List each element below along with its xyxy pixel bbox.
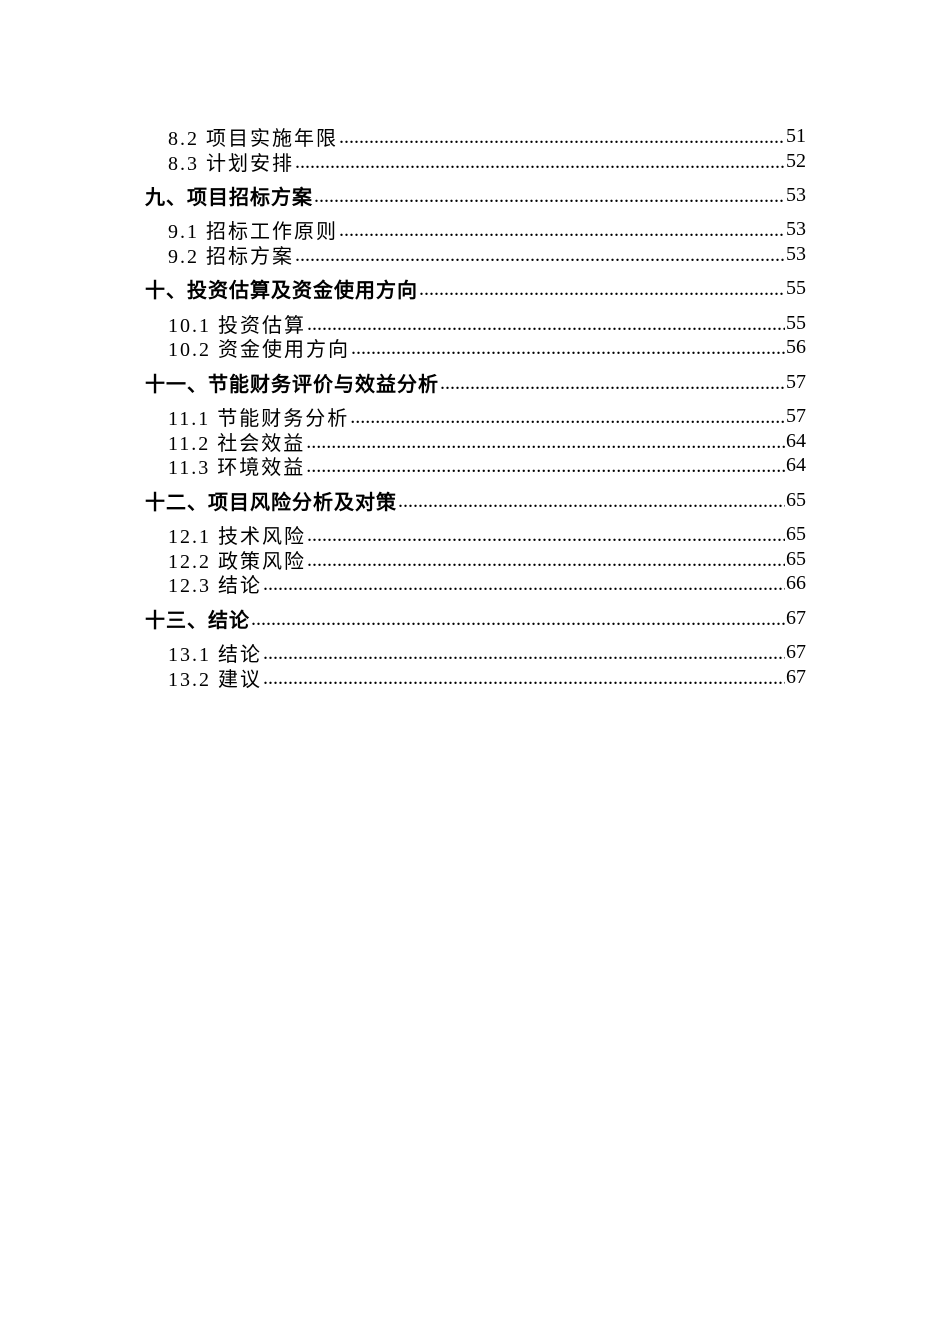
toc-entry-title: 12.3 结论: [168, 575, 262, 598]
dot-leader: [295, 244, 785, 267]
dot-leader: [351, 337, 785, 360]
toc-entry-title: 10.2 资金使用方向: [168, 339, 350, 362]
toc-chapter-entry[interactable]: 十一、节能财务评价与效益分析 57: [145, 360, 806, 404]
toc-page-number: 67: [786, 665, 806, 688]
toc-page-number: 52: [786, 149, 806, 172]
dot-leader: [307, 313, 785, 336]
dot-leader: [307, 524, 785, 547]
toc-page-number: 67: [786, 606, 806, 629]
dot-leader: [251, 608, 785, 631]
toc-section-entry[interactable]: 11.2 社会效益 64: [145, 429, 806, 455]
toc-page-number: 65: [786, 523, 806, 546]
toc-section-entry[interactable]: 9.1 招标工作原则 53: [145, 217, 806, 244]
toc-entry-title: 10.1 投资估算: [168, 314, 306, 337]
toc-entry-title: 11.1 节能财务分析: [168, 407, 350, 430]
toc-section-entry[interactable]: 12.3 结论 66: [145, 572, 806, 597]
toc-section-entry[interactable]: 13.1 结论 67: [145, 640, 806, 667]
dot-leader: [350, 406, 785, 429]
dot-leader: [339, 126, 785, 149]
toc-section-entry[interactable]: 12.1 技术风险 65: [145, 522, 806, 549]
toc-entry-title: 九、项目招标方案: [145, 186, 313, 209]
toc-page-number: 66: [786, 572, 806, 595]
toc-entry-title: 9.1 招标工作原则: [168, 221, 338, 244]
toc-entry-title: 13.1 结论: [168, 644, 262, 667]
toc-page-number: 53: [786, 183, 806, 206]
dot-leader: [419, 278, 785, 301]
toc-page-number: 67: [786, 641, 806, 664]
toc-section-entry[interactable]: 12.2 政策风险 65: [145, 547, 806, 573]
toc-section-entry[interactable]: 11.1 节能财务分析 57: [145, 404, 806, 430]
toc-entry-title: 9.2 招标方案: [168, 245, 294, 268]
toc-page-number: 55: [786, 311, 806, 334]
toc-section-entry[interactable]: 11.3 环境效益 64: [145, 454, 806, 479]
toc-section-entry[interactable]: 8.3 计划安排 52: [145, 149, 806, 175]
toc-page-number: 64: [786, 429, 806, 452]
toc-entry-title: 十二、项目风险分析及对策: [145, 491, 397, 514]
dot-leader: [307, 549, 785, 572]
dot-leader: [398, 490, 785, 513]
dot-leader: [306, 455, 785, 478]
toc-page-number: 53: [786, 242, 806, 265]
dot-leader: [263, 642, 785, 665]
toc-page-number: 53: [786, 218, 806, 241]
toc-chapter-entry[interactable]: 十、投资估算及资金使用方向 55: [145, 267, 806, 311]
toc-entry-title: 12.1 技术风险: [168, 526, 306, 549]
toc-chapter-entry[interactable]: 九、项目招标方案 53: [145, 173, 806, 217]
dot-leader: [339, 219, 785, 242]
table-of-contents: 8.2 项目实施年限518.3 计划安排52九、项目招标方案539.1 招标工作…: [145, 124, 806, 691]
toc-page-number: 55: [786, 277, 806, 300]
toc-page-number: 57: [786, 404, 806, 427]
dot-leader: [440, 372, 785, 395]
toc-entry-title: 13.2 建议: [168, 668, 262, 691]
dot-leader: [263, 667, 785, 690]
toc-entry-title: 8.3 计划安排: [168, 152, 294, 175]
toc-entry-title: 十三、结论: [145, 609, 250, 632]
toc-entry-title: 11.2 社会效益: [168, 432, 306, 455]
dot-leader: [295, 151, 785, 174]
toc-page-number: 51: [786, 124, 806, 147]
toc-section-entry[interactable]: 10.1 投资估算 55: [145, 311, 806, 337]
toc-entry-title: 12.2 政策风险: [168, 550, 306, 573]
toc-entry-title: 十一、节能财务评价与效益分析: [145, 373, 439, 396]
dot-leader: [314, 185, 785, 208]
toc-chapter-entry[interactable]: 十三、结论 67: [145, 596, 806, 640]
toc-entry-title: 十、投资估算及资金使用方向: [145, 280, 418, 303]
toc-chapter-entry[interactable]: 十二、项目风险分析及对策 65: [145, 478, 806, 522]
toc-entry-title: 8.2 项目实施年限: [168, 127, 338, 150]
toc-page-number: 65: [786, 488, 806, 511]
toc-section-entry[interactable]: 13.2 建议 67: [145, 665, 806, 691]
toc-page-number: 64: [786, 454, 806, 477]
toc-page-number: 65: [786, 547, 806, 570]
toc-section-entry[interactable]: 9.2 招标方案 53: [145, 242, 806, 268]
toc-entry-title: 11.3 环境效益: [168, 457, 306, 480]
dot-leader: [263, 573, 785, 596]
toc-page-number: 57: [786, 370, 806, 393]
toc-page-number: 56: [786, 336, 806, 359]
toc-section-entry[interactable]: 10.2 资金使用方向 56: [145, 335, 806, 362]
toc-section-entry[interactable]: 8.2 项目实施年限 51: [145, 124, 806, 150]
dot-leader: [306, 431, 785, 454]
